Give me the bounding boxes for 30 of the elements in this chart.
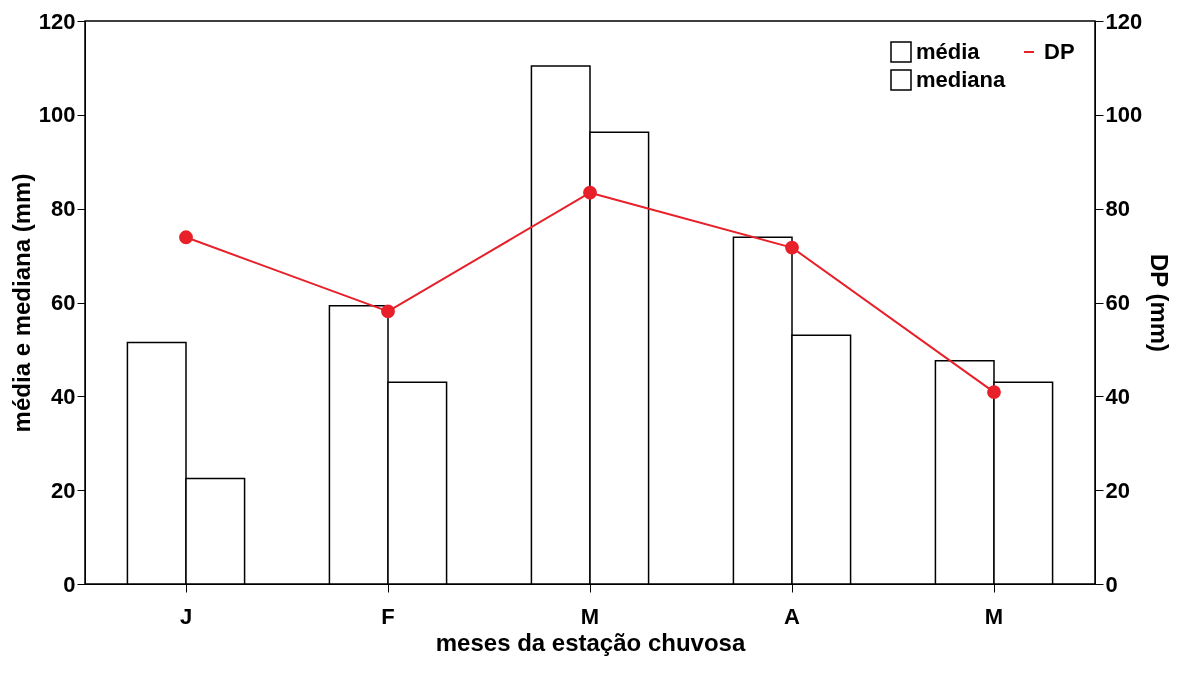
- x-tick-label: A: [784, 603, 801, 629]
- y2-tick-label: 60: [1105, 290, 1130, 315]
- point: [381, 304, 395, 319]
- legend-label: DP: [1044, 39, 1075, 64]
- y2-tick-label: 80: [1105, 196, 1130, 222]
- x-tick-label: F: [381, 603, 395, 629]
- legend-label: média: [916, 39, 981, 64]
- x-tick-label: J: [179, 603, 193, 629]
- y2-tick-label: 100: [1105, 102, 1143, 128]
- y2-tick-label: 0: [1105, 571, 1118, 597]
- legend-label: mediana: [916, 67, 1007, 92]
- y2-tick-label: 120: [1105, 8, 1143, 34]
- y-tick-label: 0: [63, 571, 76, 597]
- point: [583, 185, 597, 200]
- y-tick-label: 100: [38, 102, 76, 128]
- y-tick-label: 20: [51, 477, 76, 503]
- point: [179, 230, 193, 245]
- y-tick-label: 40: [51, 383, 76, 409]
- x-tick-label: M: [984, 603, 1004, 629]
- point: [785, 240, 799, 255]
- y2-tick-label: 40: [1105, 383, 1130, 409]
- y-tick-label: 60: [51, 290, 76, 315]
- x-axis-title: meses da estação chuvosa: [435, 628, 746, 656]
- point: [987, 385, 1001, 400]
- x-tick-label: M: [580, 603, 600, 629]
- y-tick-label: 80: [51, 196, 76, 222]
- y2-tick-label: 20: [1105, 477, 1130, 503]
- y-tick-label: 120: [38, 8, 76, 34]
- y-axis-title: média e mediana (mm): [7, 173, 35, 433]
- y2-axis-title: DP (mm): [1146, 253, 1174, 353]
